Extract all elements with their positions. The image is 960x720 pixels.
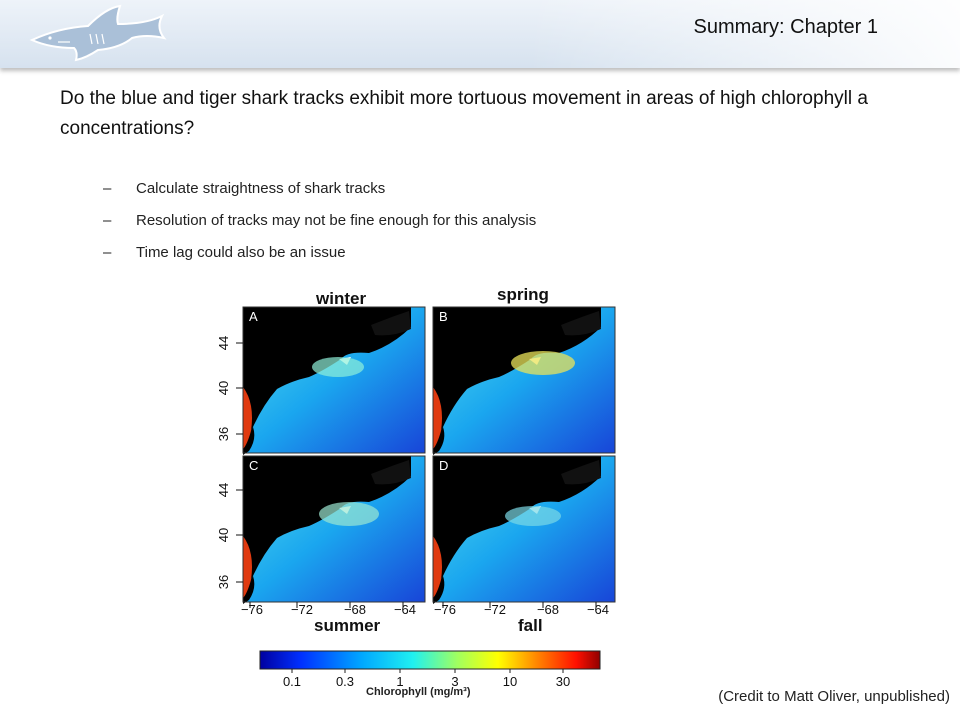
question-text: Do the blue and tiger shark tracks exhib… bbox=[60, 88, 868, 139]
lon-tick-label: −64 bbox=[394, 602, 416, 617]
map-panel-a bbox=[243, 307, 425, 455]
season-label-winter: winter bbox=[316, 289, 367, 308]
lat-tick-label: 36 bbox=[216, 575, 231, 589]
colorbar-tick-label: 30 bbox=[556, 674, 570, 689]
lat-tick-label: 44 bbox=[216, 483, 231, 497]
colorbar bbox=[259, 650, 601, 670]
slide-title: Summary: Chapter 1 bbox=[693, 16, 878, 38]
bullet-list: – Calculate straightness of shark tracks … bbox=[103, 176, 536, 272]
lon-tick-label: −72 bbox=[291, 602, 313, 617]
colorbar-tick-label: 10 bbox=[503, 674, 517, 689]
season-label-summer: summer bbox=[314, 616, 381, 635]
lon-tick-label: −68 bbox=[537, 602, 559, 617]
panel-letter: C bbox=[249, 458, 258, 473]
list-item: – Time lag could also be an issue bbox=[103, 240, 536, 272]
list-item: – Resolution of tracks may not be fine en… bbox=[103, 208, 536, 240]
lat-tick-label: 40 bbox=[216, 528, 231, 542]
lon-tick-label: −76 bbox=[434, 602, 456, 617]
lon-tick-label: −72 bbox=[484, 602, 506, 617]
bullet-text: Resolution of tracks may not be fine eno… bbox=[136, 212, 537, 229]
season-label-spring: spring bbox=[497, 285, 549, 304]
bullet-dash: – bbox=[103, 180, 112, 197]
colorbar-tick-label: 0.1 bbox=[283, 674, 301, 689]
colorbar-tick-label: 0.3 bbox=[336, 674, 354, 689]
bullet-dash: – bbox=[103, 212, 112, 229]
panel-letter: A bbox=[249, 309, 258, 324]
shark-logo-icon bbox=[29, 4, 167, 62]
list-item: – Calculate straightness of shark tracks bbox=[103, 176, 536, 208]
bullet-text: Time lag could also be an issue bbox=[136, 244, 346, 261]
lat-tick-label: 40 bbox=[216, 381, 231, 395]
lat-tick-label: 36 bbox=[216, 427, 231, 441]
lat-tick-label: 44 bbox=[216, 336, 231, 350]
map-panel-d bbox=[433, 456, 615, 604]
panel-letter: B bbox=[439, 309, 448, 324]
colorbar-label: Chlorophyll (mg/m³) bbox=[366, 686, 471, 698]
bullet-dash: – bbox=[103, 244, 112, 261]
lon-tick-label: −64 bbox=[587, 602, 609, 617]
credit-text: (Credit to Matt Oliver, unpublished) bbox=[718, 688, 950, 705]
map-panel-c bbox=[243, 456, 425, 604]
panel-letter: D bbox=[439, 458, 448, 473]
season-label-fall: fall bbox=[518, 616, 543, 635]
lon-tick-label: −68 bbox=[344, 602, 366, 617]
bullet-text: Calculate straightness of shark tracks bbox=[136, 180, 386, 197]
map-panel-b bbox=[433, 307, 615, 455]
lon-tick-label: −76 bbox=[241, 602, 263, 617]
